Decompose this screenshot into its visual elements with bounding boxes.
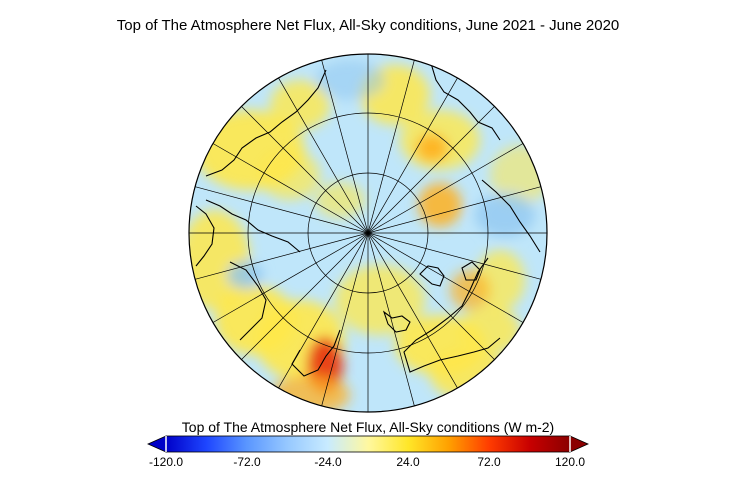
meridian-line [367,232,458,389]
coastline-siberia-east [481,179,541,253]
colorbar-tick-label: -24.0 [314,455,342,469]
anomaly-patch [315,60,385,100]
anomaly-patch [475,193,535,237]
anomaly-patch [270,80,330,130]
coastline-greenland [229,261,267,341]
coastline-canada-islands [205,199,301,253]
colorbar-tick-label: -120.0 [148,455,184,469]
meridian-line [212,232,369,323]
meridian-line [367,77,458,234]
meridian-line [321,60,369,234]
colorbar-left-arrow [147,435,167,453]
meridian-line [195,186,369,234]
meridian-line [367,60,415,234]
colorbar-right-arrow [569,435,589,453]
meridian-line [367,232,495,360]
anomaly-patch [416,134,448,162]
coastline-canada [205,69,327,177]
coastline-svalbard [382,310,411,333]
colorbar-gradient [165,435,571,453]
meridian-line [321,232,369,406]
meridian-line [278,77,369,234]
globe-border [188,53,548,413]
meridian-line [367,232,541,280]
graticule [189,54,547,412]
meridian-line [241,106,369,234]
coastline-siberian-islands [461,261,481,281]
meridian-line [367,143,524,234]
globe [189,54,547,412]
meridian-line [367,232,524,323]
anomaly-patch [460,305,520,355]
colorbar-tick-label: 24.0 [396,455,420,469]
coastline-novaya-zemlya [419,265,445,287]
anomaly-patch [315,182,365,218]
anomaly-patch [260,150,320,200]
coastline-alaska [429,59,501,141]
colorbar-label: Top of The Atmosphere Net Flux, All-Sky … [181,419,555,435]
anomaly-patch [418,183,462,227]
coastline-hudson [195,205,215,267]
meridian-line [367,232,415,406]
meridian-line [367,186,541,234]
meridian-line [241,232,369,360]
meridian-line [212,143,369,234]
coastline-siberia [403,257,501,373]
anomaly-patch [227,261,263,289]
flux-anomaly-field [189,60,547,412]
colorbar-tick-label: -72.0 [233,455,261,469]
meridian-line [278,232,369,389]
colorbar-tick-label: 72.0 [477,455,501,469]
meridian-line [195,232,369,280]
map-title: Top of The Atmosphere Net Flux, All-Sky … [116,17,620,34]
colorbar [147,435,589,453]
colorbar-tick-label: 120.0 [554,455,586,469]
meridian-line [367,106,495,234]
anomaly-patch [430,350,510,400]
